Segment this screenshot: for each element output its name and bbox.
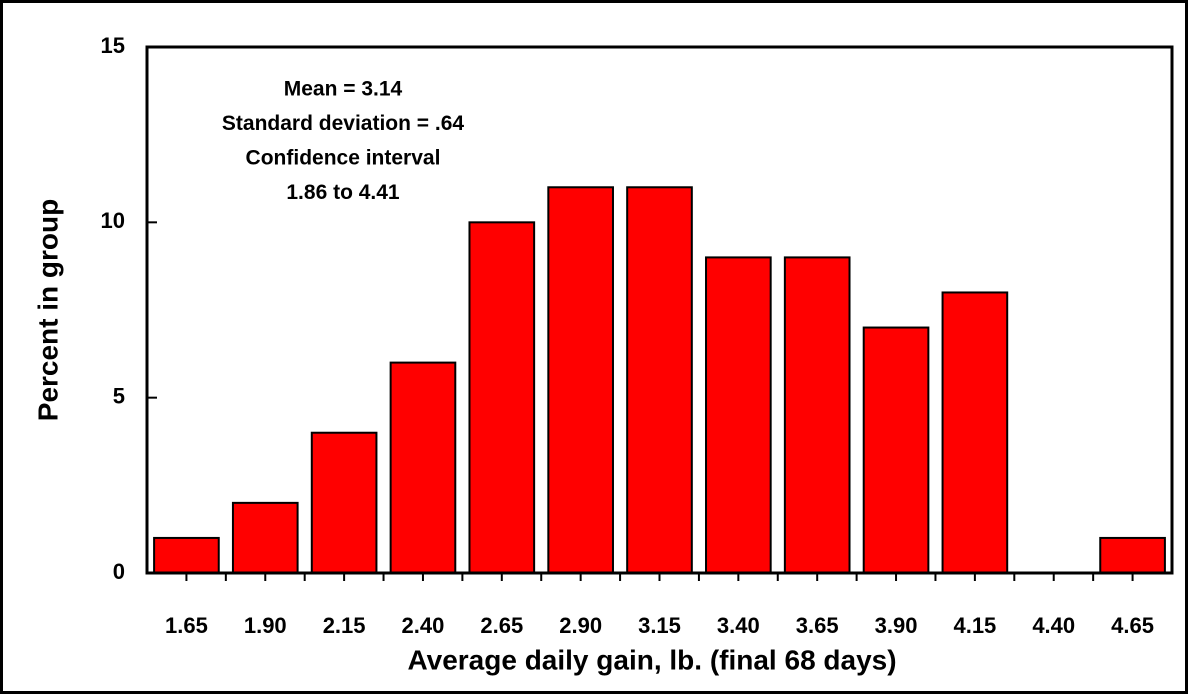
y-tick-label: 15 xyxy=(101,33,125,58)
x-tick-label: 4.40 xyxy=(1032,613,1075,638)
x-tick-label: 2.40 xyxy=(402,613,445,638)
annotation: Standard deviation = .64 xyxy=(222,112,464,135)
bar xyxy=(468,221,536,574)
x-tick-label: 1.90 xyxy=(244,613,287,638)
bar xyxy=(705,256,772,574)
plot-frame xyxy=(145,45,1174,575)
bar xyxy=(941,291,1009,574)
annotation: Mean = 3.14 xyxy=(284,78,403,101)
annotation: Confidence interval xyxy=(246,147,441,170)
x-tick-label: 4.65 xyxy=(1111,613,1154,638)
x-tick-label: 3.65 xyxy=(796,613,839,638)
bar xyxy=(231,501,299,574)
x-tick-label: 3.15 xyxy=(638,613,681,638)
bar xyxy=(389,361,457,574)
bar xyxy=(310,431,378,574)
x-tick-label: 4.15 xyxy=(953,613,996,638)
bar xyxy=(626,186,693,574)
bar xyxy=(1099,536,1166,575)
x-tick-label: 3.90 xyxy=(875,613,918,638)
bar xyxy=(153,536,220,575)
x-tick-label: 2.65 xyxy=(480,613,523,638)
y-tick-label: 5 xyxy=(113,383,125,408)
x-axis-label: Average daily gain, lb. (final 68 days) xyxy=(407,644,896,675)
annotation: 1.86 to 4.41 xyxy=(286,181,400,204)
x-tick-label: 2.15 xyxy=(323,613,366,638)
x-tick-label: 3.40 xyxy=(717,613,760,638)
bar xyxy=(547,186,614,574)
y-axis-label: Percent in group xyxy=(32,199,63,421)
y-tick-label: 0 xyxy=(113,559,125,584)
bar xyxy=(783,256,851,574)
y-tick-label: 10 xyxy=(101,208,125,233)
x-tick-label: 1.65 xyxy=(165,613,208,638)
bar xyxy=(862,326,930,574)
x-tick-label: 2.90 xyxy=(559,613,602,638)
